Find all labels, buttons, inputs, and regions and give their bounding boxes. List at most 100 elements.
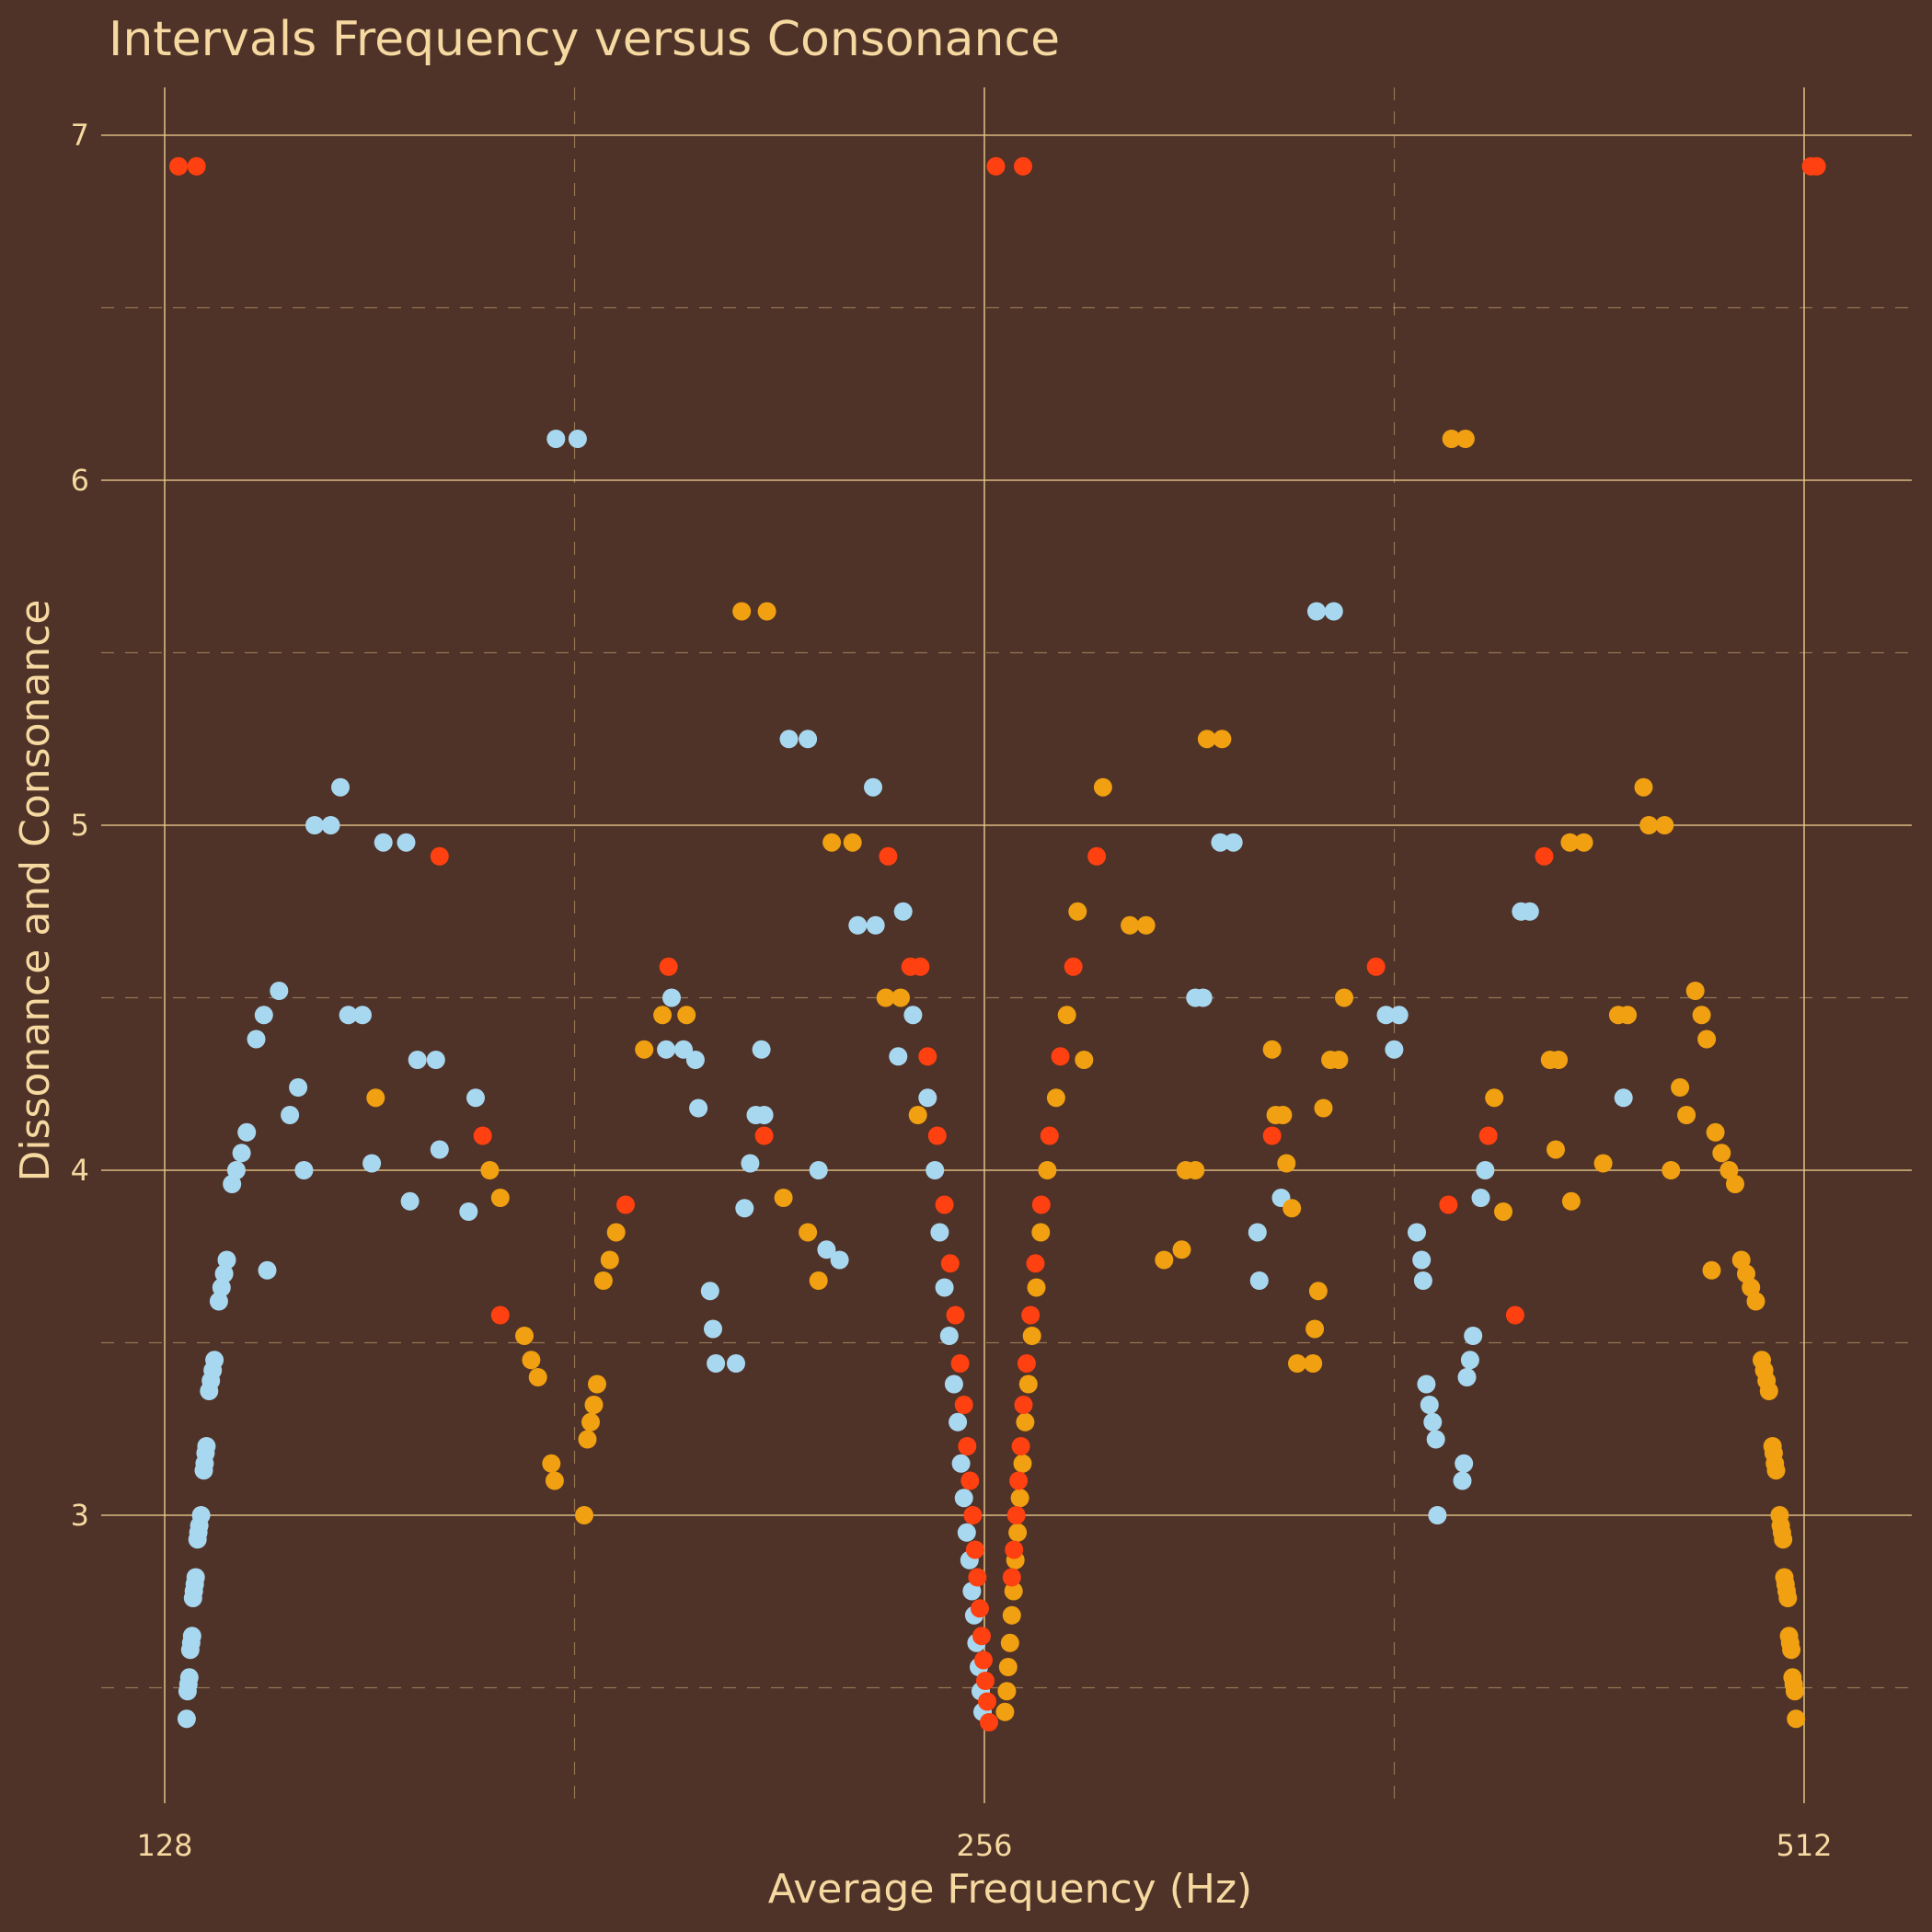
data-point [1574, 833, 1593, 852]
data-point [1385, 1040, 1404, 1059]
data-point [1282, 1199, 1302, 1218]
data-point [1005, 1540, 1024, 1559]
data-point [1520, 902, 1539, 921]
data-point [1457, 1368, 1477, 1386]
data-point [957, 1523, 976, 1542]
data-point [1273, 1106, 1293, 1124]
data-point [588, 1374, 606, 1394]
data-point [700, 1282, 719, 1301]
data-point [1193, 988, 1213, 1007]
data-point [237, 1122, 257, 1142]
data-point [732, 602, 752, 621]
data-point [1455, 1454, 1474, 1473]
data-point [1731, 1250, 1751, 1270]
data-point [968, 1568, 987, 1587]
data-point [1155, 1250, 1174, 1270]
data-point [958, 1437, 977, 1455]
data-point [960, 1471, 980, 1490]
data-point [659, 957, 678, 976]
data-point [600, 1250, 619, 1270]
data-point [1494, 1202, 1512, 1221]
data-point [1774, 1530, 1793, 1549]
data-point [1376, 1006, 1396, 1025]
data-point [1324, 602, 1343, 621]
data-point [522, 1351, 541, 1370]
data-point [1051, 1047, 1070, 1066]
data-point [169, 156, 188, 176]
data-point [1428, 1506, 1447, 1524]
data-point [430, 1140, 449, 1159]
data-point [677, 1006, 696, 1025]
data-point [1453, 1471, 1472, 1490]
data-point [893, 902, 913, 921]
data-point [490, 1305, 510, 1325]
data-point [1439, 1195, 1458, 1214]
data-point [426, 1051, 445, 1069]
grid-lines [101, 87, 1912, 1803]
data-point [949, 1412, 968, 1432]
data-point [542, 1454, 561, 1473]
data-point [1671, 1078, 1690, 1097]
data-point [1224, 833, 1243, 852]
data-point [1075, 1051, 1094, 1069]
data-point [1460, 1351, 1479, 1370]
data-point [1314, 1098, 1333, 1118]
data-point [1785, 1682, 1804, 1701]
data-point [971, 1599, 989, 1618]
x-axis-label: Average Frequency (Hz) [768, 1866, 1252, 1913]
data-point [903, 1006, 923, 1025]
data-point [197, 1437, 216, 1455]
data-point [1248, 1223, 1267, 1242]
x-tick-label: 128 [136, 1828, 192, 1863]
data-point [247, 1029, 266, 1049]
data-point [972, 1627, 991, 1646]
data-point [779, 730, 799, 749]
data-point [1560, 833, 1580, 852]
y-tick-label: 6 [71, 463, 89, 498]
data-point [1010, 1489, 1029, 1508]
data-point [223, 1175, 242, 1193]
data-point [214, 1264, 234, 1283]
data-point [1420, 1396, 1439, 1414]
chart-title: Intervals Frequency versus Consonance [109, 12, 1060, 67]
data-point [1040, 1126, 1059, 1145]
data-point [1186, 1161, 1205, 1179]
data-point [1677, 1106, 1696, 1124]
data-points [169, 156, 1826, 1731]
data-point [616, 1195, 635, 1214]
data-point [1464, 1327, 1483, 1345]
y-axis-label: Dissonance and Consonance [12, 600, 59, 1182]
data-point [1022, 1327, 1041, 1345]
data-point [1006, 1506, 1026, 1524]
data-point [951, 1454, 971, 1473]
data-point [954, 1489, 973, 1508]
data-point [397, 833, 416, 852]
data-point [707, 1354, 726, 1373]
data-point [366, 1088, 385, 1108]
data-point [593, 1271, 613, 1290]
data-point [1004, 1581, 1023, 1601]
data-point [546, 430, 566, 448]
data-point [1172, 1240, 1191, 1259]
data-point [1009, 1471, 1029, 1490]
data-point [1014, 156, 1032, 176]
data-point [799, 730, 818, 749]
data-point [1807, 156, 1826, 176]
data-point [258, 1260, 277, 1280]
data-point [1329, 1051, 1349, 1069]
data-point [974, 1650, 993, 1670]
data-point [568, 430, 587, 448]
data-point [950, 1354, 970, 1373]
data-point [1002, 1605, 1021, 1625]
data-point [1742, 1278, 1761, 1297]
data-point [866, 915, 885, 935]
data-point [374, 833, 393, 852]
data-point [1038, 1161, 1057, 1179]
data-point [353, 1006, 372, 1025]
data-point [430, 846, 449, 866]
data-point [1335, 988, 1353, 1007]
data-point [1197, 730, 1216, 749]
data-point [1305, 1319, 1325, 1339]
data-point [997, 1682, 1017, 1701]
